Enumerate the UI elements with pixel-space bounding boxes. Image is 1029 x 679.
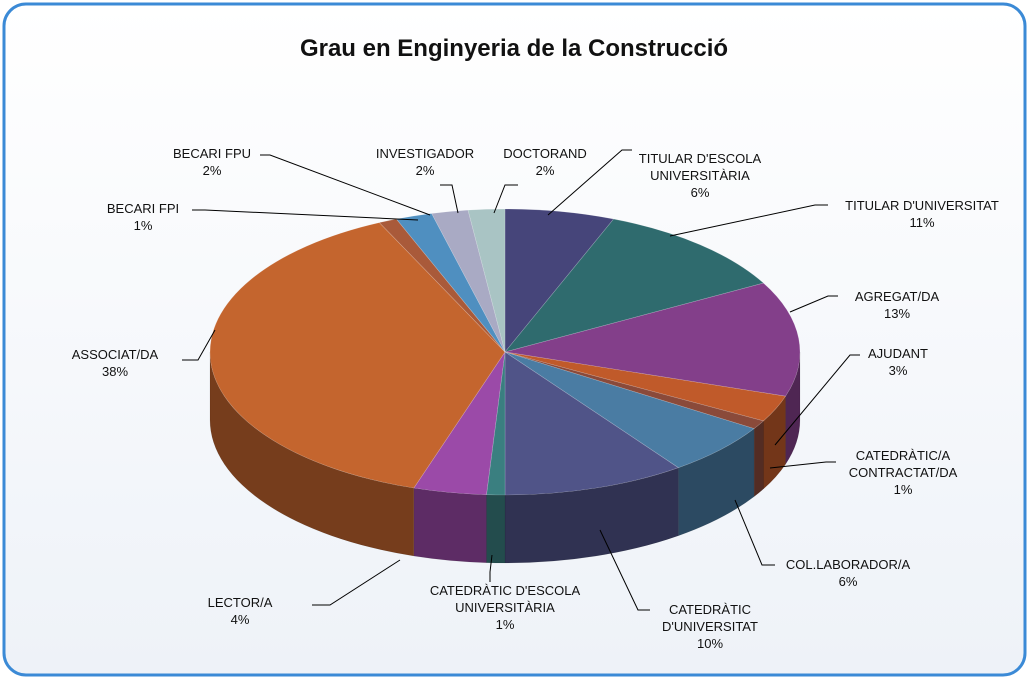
- slice: [504, 351, 755, 469]
- value-label: 3%: [888, 363, 908, 378]
- value-label: 6%: [838, 574, 858, 589]
- slice-label: LECTOR/A 4%: [205, 594, 275, 628]
- leader-line: [769, 461, 836, 469]
- category-label: AJUDANT: [868, 346, 928, 361]
- slice-side: [486, 494, 506, 564]
- slice-label: BECARI FPU 2%: [162, 145, 262, 179]
- leader-line: [734, 499, 775, 566]
- category-label: TITULAR D'UNIVERSITAT: [845, 198, 999, 213]
- value-label: 6%: [690, 185, 710, 200]
- slice-label: ASSOCIAT/DA 38%: [60, 346, 170, 380]
- value-label: 11%: [909, 215, 935, 230]
- category-label: INVESTIGADOR: [375, 146, 475, 161]
- slice-label: AJUDANT 3%: [848, 345, 948, 379]
- slice: [504, 208, 615, 353]
- leader-line: [669, 204, 828, 237]
- slice-label: TITULAR D'ESCOLA UNIVERSITÀRIA 6%: [630, 150, 770, 201]
- leader-line: [192, 209, 419, 221]
- slice-label: CATEDRÀTIC D'ESCOLA UNIVERSITÀRIA 1%: [410, 582, 600, 633]
- category-label: CATEDRÀTIC/A CONTRACTAT/DA: [848, 448, 958, 480]
- slice-label: CATEDRÀTIC D'UNIVERSITAT 10%: [648, 601, 772, 652]
- category-label: BECARI FPI: [106, 201, 180, 216]
- slice-label: AGREGAT/DA 13%: [835, 288, 959, 322]
- value-label: 2%: [535, 163, 555, 178]
- slice: [209, 222, 506, 489]
- slice-label: INVESTIGADOR 2%: [360, 145, 490, 179]
- value-label: 4%: [230, 612, 250, 627]
- slice: [504, 282, 801, 397]
- leader-line: [547, 149, 632, 216]
- leader-line: [493, 184, 518, 214]
- slice-label: CATEDRÀTIC/A CONTRACTAT/DA 1%: [833, 447, 973, 498]
- value-label: 2%: [415, 163, 435, 178]
- category-label: COL.LABORADOR/A: [785, 557, 911, 572]
- value-label: 10%: [696, 636, 724, 651]
- leader-line: [312, 559, 401, 606]
- category-label: AGREGAT/DA: [854, 289, 940, 304]
- category-label: LECTOR/A: [207, 595, 273, 610]
- category-label: CATEDRÀTIC D'ESCOLA UNIVERSITÀRIA: [429, 583, 581, 615]
- slice: [504, 218, 765, 353]
- slice: [486, 351, 506, 496]
- slice: [504, 351, 765, 429]
- slice-label: TITULAR D'UNIVERSITAT 11%: [822, 197, 1022, 231]
- value-label: 2%: [202, 163, 222, 178]
- value-label: 1%: [495, 617, 515, 632]
- leader-line: [260, 154, 431, 216]
- category-label: CATEDRÀTIC D'UNIVERSITAT: [662, 602, 758, 634]
- value-label: 1%: [893, 482, 913, 497]
- value-label: 1%: [133, 218, 153, 233]
- slice-label: COL.LABORADOR/A 6%: [772, 556, 924, 590]
- value-label: 13%: [883, 306, 911, 321]
- leader-line: [182, 329, 216, 361]
- leader-line: [599, 529, 650, 611]
- leader-line: [440, 184, 459, 214]
- category-label: ASSOCIAT/DA: [71, 347, 159, 362]
- slice-side: [413, 487, 487, 563]
- leader-line: [489, 554, 493, 582]
- leader-line: [789, 295, 838, 313]
- chart-title: Grau en Enginyeria de la Construcció: [300, 35, 728, 62]
- slice-side: [753, 420, 764, 498]
- slice-label: BECARI FPI 1%: [93, 200, 193, 234]
- category-label: TITULAR D'ESCOLA UNIVERSITÀRIA: [638, 151, 762, 183]
- value-label: 38%: [101, 364, 129, 379]
- slice: [504, 351, 787, 422]
- leader-line: [774, 354, 860, 446]
- category-label: BECARI FPU: [172, 146, 251, 161]
- category-label: DOCTORAND: [503, 146, 587, 161]
- slice: [413, 351, 506, 496]
- slice: [467, 208, 506, 353]
- slice: [504, 351, 680, 496]
- slice: [431, 209, 506, 353]
- slice-label: DOCTORAND 2%: [490, 145, 600, 179]
